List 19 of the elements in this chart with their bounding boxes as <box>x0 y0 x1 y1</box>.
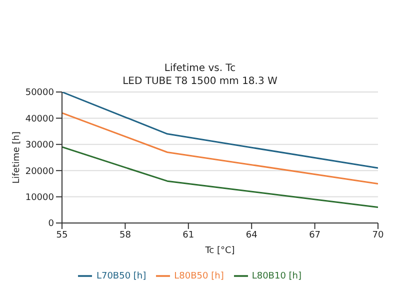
x-tick-label: 55 <box>56 230 68 240</box>
y-tick-label: 20000 <box>25 166 54 177</box>
x-axis-title: Tc [°C] <box>204 246 235 256</box>
legend-label: L80B10 [h] <box>252 271 302 282</box>
y-tick-label: 0 <box>48 219 54 230</box>
y-tick-label: 40000 <box>25 114 54 124</box>
chart-subtitle: LED TUBE T8 1500 mm 18.3 W <box>122 75 278 88</box>
y-tick-label: 30000 <box>25 140 54 151</box>
chart-title: Lifetime vs. Tc <box>163 62 237 75</box>
legend-label: L70B50 [h] <box>96 271 146 282</box>
y-tick-label: 10000 <box>25 192 54 203</box>
x-tick-label: 67 <box>309 230 321 240</box>
y-tick-label: 50000 <box>25 88 54 98</box>
x-tick-label: 61 <box>182 230 194 240</box>
x-tick-label: 70 <box>372 230 384 240</box>
x-tick-label: 58 <box>119 230 132 240</box>
legend-label: L80B50 [h] <box>174 271 224 282</box>
y-axis-title: Lifetime [h] <box>12 131 22 184</box>
x-tick-label: 64 <box>246 230 258 240</box>
